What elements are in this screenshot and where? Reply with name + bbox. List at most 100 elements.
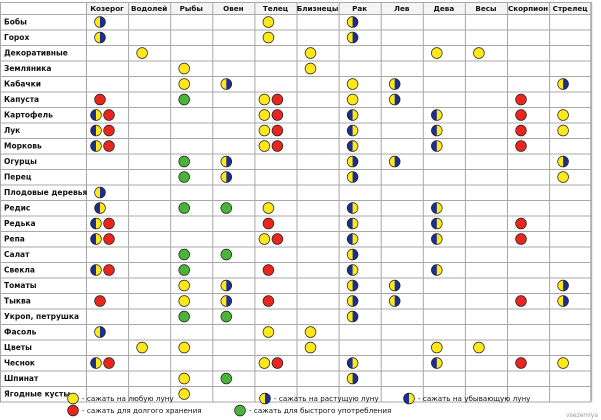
red-dot-icon: [515, 295, 527, 307]
yellow-moon-icon: [346, 93, 359, 106]
yellow-moon-icon: [431, 47, 443, 59]
crop-name: Картофель: [4, 111, 53, 120]
red-dot-icon: [271, 233, 284, 245]
zodiac-header: Водолей: [131, 4, 167, 13]
table-row: Картофель: [4, 109, 569, 121]
waxing-moon-icon: [346, 171, 359, 183]
red-dot-icon: [103, 217, 115, 230]
legend-label: - сажать на любую луну: [82, 394, 174, 403]
yellow-moon-icon: [304, 47, 317, 59]
crop-name: Плодовые деревья: [4, 188, 87, 197]
zodiac-header: Весы: [475, 4, 496, 13]
table-row: Свекла: [4, 264, 443, 276]
waxing-moon-icon: [346, 295, 359, 307]
zodiac-header: Овен: [223, 4, 244, 13]
red-dot-icon: [94, 93, 106, 106]
table-row: Тыква: [4, 295, 569, 307]
legend-item: - сажать для долгого хранения: [67, 404, 202, 417]
red-dot-icon: [103, 357, 115, 369]
waning-moon-icon: [90, 357, 102, 369]
yellow-moon-icon: [67, 392, 79, 405]
waning-moon-icon: [346, 202, 359, 214]
red-dot-icon: [271, 93, 284, 106]
crop-name: Репа: [4, 235, 25, 244]
yellow-moon-icon: [258, 357, 271, 369]
yellow-moon-icon: [178, 62, 190, 75]
waning-moon-icon: [431, 140, 443, 152]
red-dot-icon: [103, 140, 115, 152]
waxing-moon-icon: [346, 16, 359, 28]
green-dot-icon: [178, 248, 190, 261]
waxing-moon-icon: [220, 295, 233, 307]
table-row: Томаты: [4, 279, 569, 292]
red-dot-icon: [515, 93, 527, 106]
crop-name: Морковь: [4, 142, 42, 151]
table-row: Плодовые деревья: [4, 186, 106, 199]
waxing-moon-icon: [388, 295, 401, 307]
table-row: Салат: [4, 248, 359, 261]
waning-moon-icon: [90, 233, 102, 245]
green-dot-icon: [220, 372, 233, 385]
waning-moon-icon: [346, 140, 359, 152]
crop-name: Капуста: [4, 95, 39, 104]
waxing-moon-icon: [220, 279, 233, 292]
waxing-moon-icon: [94, 31, 106, 44]
green-dot-icon: [220, 310, 233, 323]
yellow-moon-icon: [178, 295, 190, 307]
yellow-moon-icon: [178, 388, 190, 400]
legend-item: - сажать для быстрого употребления: [234, 404, 391, 417]
waning-moon-icon: [94, 202, 106, 214]
waxing-moon-icon: [94, 186, 106, 199]
watermark: vsezemlya: [566, 412, 598, 419]
table-row: Горох: [4, 31, 359, 44]
table-row: Чеснок: [4, 357, 569, 369]
red-dot-icon: [94, 295, 106, 307]
table-row: Редька: [4, 217, 527, 230]
crop-name: Свекла: [4, 266, 35, 275]
yellow-moon-icon: [178, 78, 190, 90]
waxing-moon-icon: [220, 171, 233, 183]
yellow-moon-icon: [557, 109, 569, 121]
yellow-moon-icon: [258, 140, 271, 152]
waning-moon-icon: [403, 392, 415, 405]
red-dot-icon: [103, 233, 115, 245]
red-dot-icon: [515, 109, 527, 121]
waxing-moon-icon: [388, 279, 401, 292]
waxing-moon-icon: [346, 372, 359, 385]
zodiac-header: Рыбы: [180, 4, 203, 13]
table-row: Репа: [4, 233, 527, 245]
red-dot-icon: [515, 140, 527, 152]
yellow-moon-icon: [557, 124, 569, 137]
legend-item: - сажать на растущую луну: [259, 392, 379, 405]
crop-name: Земляника: [4, 64, 51, 73]
zodiac-header: Скорпион: [508, 4, 548, 13]
red-dot-icon: [103, 264, 115, 276]
waning-moon-icon: [431, 109, 443, 121]
red-dot-icon: [271, 357, 284, 369]
waning-moon-icon: [90, 264, 102, 276]
yellow-moon-icon: [304, 326, 317, 338]
yellow-moon-icon: [178, 341, 190, 354]
table-row: Ягодные кусты: [4, 388, 190, 400]
legend-label: - сажать для быстрого употребления: [249, 406, 391, 415]
red-dot-icon: [515, 124, 527, 137]
yellow-moon-icon: [557, 357, 569, 369]
waning-moon-icon: [90, 217, 102, 230]
table-row: Шпинат: [4, 372, 359, 385]
table-grid: [0, 2, 593, 403]
table-row: Бобы: [4, 16, 359, 28]
waxing-moon-icon: [220, 155, 233, 168]
zodiac-header: Лев: [394, 4, 410, 13]
table-row: Лук: [4, 124, 569, 137]
red-dot-icon: [103, 124, 115, 137]
waxing-moon-icon: [557, 279, 569, 292]
yellow-moon-icon: [557, 171, 569, 183]
yellow-moon-icon: [304, 341, 317, 354]
table-row: Земляника: [4, 62, 317, 75]
waning-moon-icon: [431, 124, 443, 137]
crop-name: Лук: [4, 126, 20, 135]
waning-moon-icon: [346, 109, 359, 121]
table-row: Морковь: [4, 140, 527, 152]
yellow-moon-icon: [178, 372, 190, 385]
waning-moon-icon: [90, 109, 102, 121]
